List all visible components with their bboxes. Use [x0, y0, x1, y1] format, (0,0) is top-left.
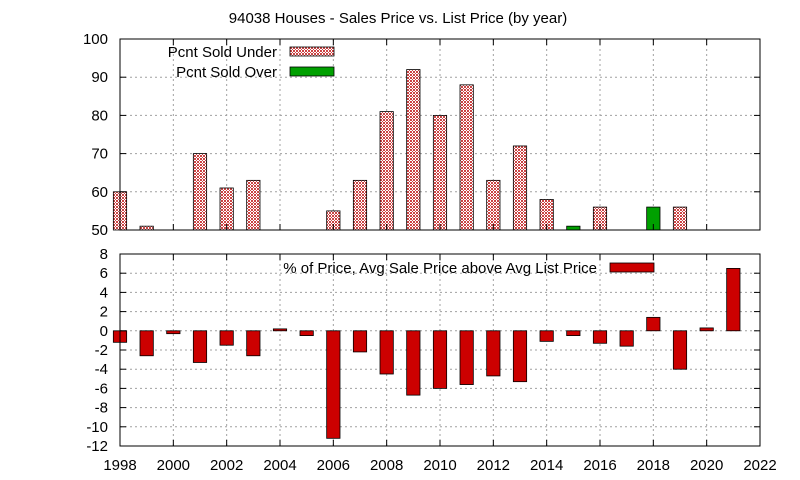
- bar-avg-sale-vs-list-2000: [166, 330, 181, 335]
- y-tick-label: -4: [95, 361, 108, 378]
- bar-sold-under-2019: [672, 206, 688, 231]
- legend-label: Pcnt Sold Under: [168, 44, 277, 61]
- bar-avg-sale-vs-list-2006: [326, 330, 341, 439]
- x-tick-label: 2010: [423, 457, 456, 474]
- y-tick-label: 70: [91, 146, 108, 163]
- y-tick-label: 60: [91, 184, 108, 201]
- x-tick-label: 2012: [477, 457, 510, 474]
- y-tick-label: -2: [95, 342, 108, 359]
- y-tick-label: 90: [91, 69, 108, 86]
- bar-sold-under-2010: [432, 115, 448, 231]
- y-tick-label: -12: [86, 438, 108, 455]
- bar-sold-under-2013: [512, 145, 528, 231]
- bar-avg-sale-vs-list-2003: [246, 330, 261, 357]
- y-tick-label: 100: [83, 31, 108, 48]
- x-tick-label: 2004: [263, 457, 296, 474]
- bar-sold-under-2003: [246, 179, 261, 231]
- y-tick-label: 6: [100, 265, 108, 282]
- y-tick-label: 8: [100, 246, 108, 263]
- y-tick-label: 0: [100, 323, 108, 340]
- chart-title: 94038 Houses - Sales Price vs. List Pric…: [229, 10, 567, 27]
- bar-avg-sale-vs-list-2007: [352, 330, 368, 353]
- bar-avg-sale-vs-list-2011: [459, 330, 474, 385]
- bar-avg-sale-vs-list-2005: [299, 330, 314, 336]
- y-tick-label: -8: [95, 400, 108, 417]
- bar-avg-sale-vs-list-2017: [619, 330, 634, 347]
- y-tick-label: 50: [91, 222, 108, 239]
- bar-sold-under-2009: [406, 69, 421, 231]
- bar-avg-sale-vs-list-2014: [539, 330, 554, 342]
- legend-swatch: [289, 46, 335, 57]
- x-tick-label: 2014: [530, 457, 563, 474]
- y-tick-label: -6: [95, 380, 108, 397]
- bar-avg-sale-vs-list-2001: [192, 330, 208, 363]
- bar-sold-under-2011: [459, 84, 474, 231]
- bar-avg-sale-vs-list-2021: [726, 267, 741, 332]
- x-tick-label: 2016: [583, 457, 616, 474]
- bar-sold-under-2001: [192, 153, 208, 231]
- x-tick-label: 2002: [210, 457, 243, 474]
- bar-avg-sale-vs-list-2020: [699, 327, 714, 332]
- y-tick-label: 4: [100, 284, 108, 301]
- bar-sold-under-2007: [352, 179, 368, 231]
- legend-label: % of Price, Avg Sale Price above Avg Lis…: [283, 260, 597, 277]
- bar-avg-sale-vs-list-2002: [219, 330, 234, 346]
- bar-sold-over-2015: [566, 225, 581, 231]
- legend-swatch: [289, 66, 335, 77]
- bar-avg-sale-vs-list-2019: [672, 330, 688, 370]
- x-tick-label: 2018: [637, 457, 670, 474]
- x-tick-label: 2008: [370, 457, 403, 474]
- bar-avg-sale-vs-list-2013: [512, 330, 528, 383]
- bar-sold-under-1999: [139, 225, 154, 231]
- bar-avg-sale-vs-list-2009: [406, 330, 421, 396]
- bar-sold-under-2002: [219, 187, 234, 231]
- y-tick-label: 80: [91, 107, 108, 124]
- x-tick-label: 2020: [690, 457, 723, 474]
- x-tick-label: 2006: [317, 457, 350, 474]
- y-tick-label: -10: [86, 419, 108, 436]
- x-tick-label: 2022: [743, 457, 776, 474]
- y-tick-label: 2: [100, 304, 108, 321]
- bar-sold-under-2012: [486, 179, 501, 231]
- bar-avg-sale-vs-list-1999: [139, 330, 154, 357]
- bar-avg-sale-vs-list-2004: [272, 328, 288, 332]
- legend-swatch: [609, 262, 655, 273]
- bar-sold-under-2008: [379, 111, 394, 231]
- bar-avg-sale-vs-list-2012: [486, 330, 501, 377]
- x-tick-label: 2000: [157, 457, 190, 474]
- x-tick-label: 1998: [103, 457, 136, 474]
- bar-avg-sale-vs-list-2010: [432, 330, 448, 389]
- bar-avg-sale-vs-list-2015: [566, 330, 581, 336]
- bar-avg-sale-vs-list-2016: [592, 330, 608, 344]
- bar-avg-sale-vs-list-2018: [646, 316, 661, 332]
- bar-avg-sale-vs-list-2008: [379, 330, 394, 375]
- legend-label: Pcnt Sold Over: [176, 64, 277, 81]
